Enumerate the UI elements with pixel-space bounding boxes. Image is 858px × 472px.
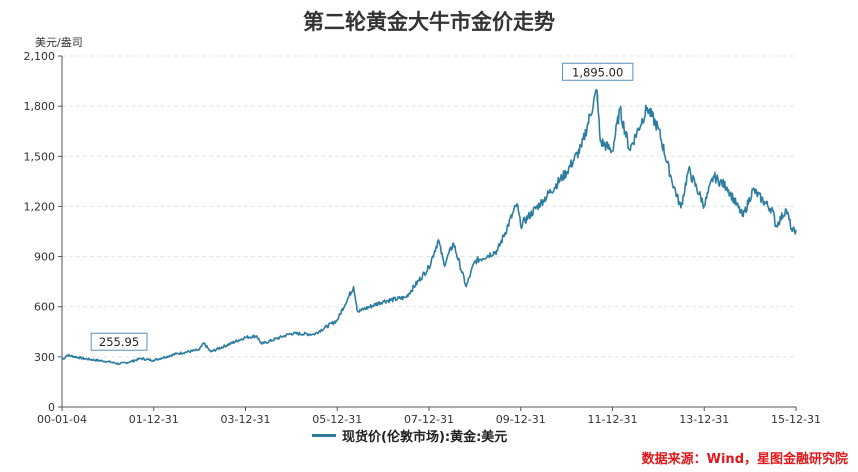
legend-line-icon (312, 434, 336, 437)
y-tick-label: 0 (48, 401, 55, 414)
y-axis-label: 美元/盎司 (35, 35, 83, 49)
x-tick-label: 00-01-04 (37, 413, 87, 426)
y-tick-label: 1,200 (24, 200, 56, 213)
x-tick-label: 03-12-31 (221, 413, 271, 426)
annotation-box (90, 332, 148, 351)
annotation-label: 1,895.00 (572, 65, 623, 79)
legend[interactable]: 现货价(伦敦市场):黄金:美元 (312, 426, 507, 445)
legend-label: 现货价(伦敦市场):黄金:美元 (342, 430, 508, 445)
x-tick-label: 09-12-31 (496, 413, 546, 426)
series-line (61, 89, 797, 366)
annotation-label: 255.95 (99, 335, 139, 349)
y-tick-label: 900 (34, 251, 55, 264)
y-tick-label: 2,100 (24, 50, 56, 63)
y-tick-label: 300 (34, 351, 55, 364)
x-tick-label: 07-12-31 (404, 413, 454, 426)
x-tick-label: 13-12-31 (679, 413, 729, 426)
chart-title: 第二轮黄金大牛市金价走势 (303, 10, 555, 34)
x-tick-label: 11-12-31 (588, 413, 638, 426)
x-tick-label: 15-12-31 (771, 413, 821, 426)
y-tick-label: 1,500 (24, 150, 56, 163)
y-tick-label: 600 (34, 301, 55, 314)
x-tick-label: 05-12-31 (312, 413, 362, 426)
x-tick-label: 01-12-31 (129, 413, 179, 426)
data-source: 数据来源：Wind，星图金融研究院 (641, 452, 848, 467)
y-tick-label: 1,800 (24, 100, 56, 113)
annotation-box (561, 62, 634, 81)
